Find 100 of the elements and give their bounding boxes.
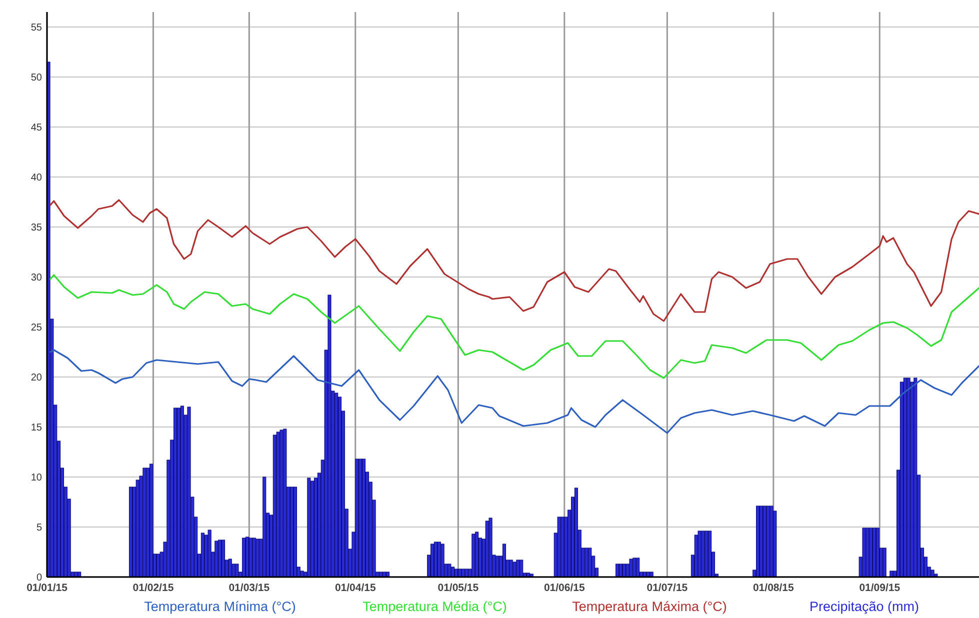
bar bbox=[629, 558, 633, 578]
bar bbox=[440, 544, 444, 578]
bar bbox=[914, 378, 918, 578]
x-tick-label: 01/03/15 bbox=[228, 582, 270, 594]
y-tick-label: 45 bbox=[30, 122, 42, 134]
text: Temperatura Mínima (°C) bbox=[144, 599, 296, 614]
bar bbox=[516, 560, 520, 578]
bar bbox=[872, 528, 876, 578]
y-tick-label: 40 bbox=[30, 172, 42, 184]
y-tick-label: 5 bbox=[36, 522, 42, 534]
bar bbox=[283, 428, 287, 578]
bar bbox=[906, 378, 910, 578]
bar bbox=[300, 570, 304, 578]
line-series bbox=[50, 199, 979, 322]
x-tick-label: 01/08/15 bbox=[752, 582, 794, 594]
bar bbox=[574, 488, 578, 578]
y-tick-label: 10 bbox=[30, 472, 42, 484]
bar bbox=[142, 468, 146, 578]
bar bbox=[235, 564, 239, 578]
text: Temperatura Máxima (°C) bbox=[572, 599, 727, 614]
bar bbox=[262, 476, 266, 578]
bar bbox=[174, 408, 178, 578]
bar bbox=[526, 572, 530, 578]
bar bbox=[328, 294, 332, 578]
series-label: Precipitação (mm) bbox=[809, 599, 920, 614]
bar bbox=[708, 530, 712, 578]
bar bbox=[454, 568, 458, 578]
bar bbox=[701, 530, 705, 578]
bar bbox=[464, 568, 468, 578]
bar bbox=[78, 572, 82, 578]
x-tick-label: 01/06/15 bbox=[544, 582, 585, 594]
bar bbox=[338, 396, 342, 578]
bar bbox=[248, 538, 252, 578]
y-tick-label: 20 bbox=[30, 372, 42, 384]
bar bbox=[310, 480, 314, 578]
bar bbox=[876, 528, 880, 578]
bar bbox=[276, 432, 280, 578]
bar bbox=[245, 536, 250, 578]
line-series bbox=[50, 274, 979, 379]
bar bbox=[434, 542, 438, 578]
bar bbox=[488, 518, 492, 578]
bar bbox=[208, 530, 212, 578]
bar bbox=[560, 516, 564, 578]
bar bbox=[588, 548, 592, 578]
bar bbox=[290, 486, 294, 578]
bar bbox=[520, 560, 524, 578]
bar bbox=[636, 558, 640, 578]
bar bbox=[430, 544, 434, 578]
y-tick-label: 0 bbox=[36, 572, 42, 584]
bar bbox=[379, 572, 383, 578]
bar bbox=[362, 458, 366, 578]
bar bbox=[256, 538, 260, 578]
bar bbox=[642, 572, 646, 578]
bar bbox=[386, 572, 390, 578]
bar bbox=[458, 568, 462, 578]
bar bbox=[496, 556, 500, 578]
bar bbox=[218, 540, 222, 578]
text: Temperatura Média (°C) bbox=[362, 599, 507, 614]
bar bbox=[293, 486, 297, 578]
bar bbox=[900, 382, 904, 578]
bar bbox=[222, 540, 226, 578]
x-tick-label: 01/02/15 bbox=[132, 582, 174, 594]
x-tick-label: 01/05/15 bbox=[438, 582, 479, 594]
x-tick-label: 01/07/15 bbox=[646, 582, 688, 594]
bar bbox=[704, 530, 708, 578]
bar bbox=[934, 574, 938, 578]
bar bbox=[509, 560, 513, 578]
y-tick-label: 55 bbox=[30, 22, 42, 34]
bar bbox=[502, 544, 506, 578]
x-tick-label: 01/09/15 bbox=[859, 582, 900, 594]
y-tick-label: 30 bbox=[30, 272, 42, 284]
bar bbox=[146, 468, 150, 578]
bar bbox=[74, 572, 78, 578]
bar bbox=[187, 406, 191, 578]
bar bbox=[756, 506, 760, 578]
x-tick-label: 01/04/15 bbox=[334, 582, 376, 594]
bar bbox=[242, 538, 246, 578]
bar bbox=[382, 572, 386, 578]
bar bbox=[280, 430, 284, 578]
bar bbox=[557, 516, 561, 578]
bar bbox=[150, 464, 154, 578]
bar bbox=[632, 558, 636, 578]
bar bbox=[770, 506, 774, 578]
bar bbox=[176, 408, 180, 578]
bar bbox=[355, 458, 359, 578]
bar bbox=[307, 478, 311, 578]
bar bbox=[334, 392, 338, 578]
bar bbox=[475, 532, 479, 578]
bar bbox=[128, 486, 133, 578]
bar bbox=[200, 532, 204, 578]
bar bbox=[358, 458, 362, 578]
bar bbox=[910, 382, 914, 578]
bar bbox=[766, 506, 770, 578]
bar bbox=[451, 566, 455, 578]
bar bbox=[890, 570, 894, 578]
bar bbox=[448, 564, 452, 578]
bar bbox=[616, 564, 620, 578]
bar bbox=[584, 548, 588, 578]
bar bbox=[930, 570, 934, 578]
y-tick-label: 25 bbox=[30, 322, 42, 334]
